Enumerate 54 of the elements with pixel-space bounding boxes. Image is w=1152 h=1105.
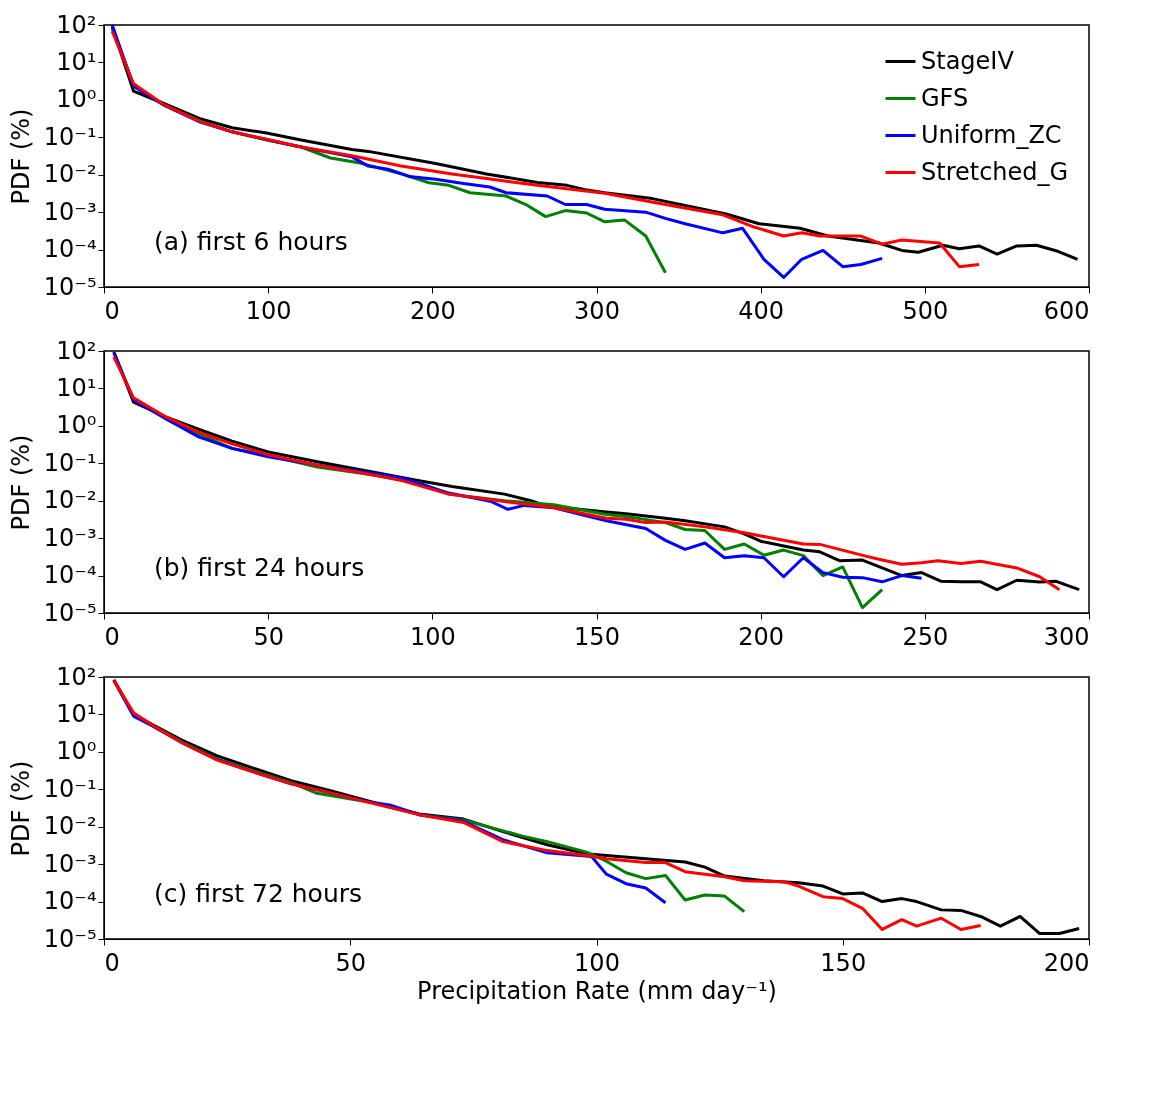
y-tick-label: 10¹ [56,699,97,728]
annotation: (b) first 24 hours [154,553,365,583]
y-tick-label: 10² [56,662,97,691]
legend-label: Uniform_ZC [921,120,1062,149]
y-tick-label: 10¹ [56,373,97,402]
y-tick-label: 10² [56,10,97,39]
y-tick-label: 10⁻³ [43,197,97,226]
x-tick-label: 200 [738,622,785,651]
y-tick-label: 10⁻¹ [43,122,97,151]
x-tick-label: 250 [902,622,949,651]
x-tick-label: 200 [1043,948,1090,977]
y-tick-label: 10⁻¹ [43,774,97,803]
y-tick-label: 10⁻⁵ [43,924,97,953]
x-tick-label: 0 [104,622,120,651]
x-tick-label: 600 [1043,296,1090,325]
x-tick-label: 100 [409,622,456,651]
y-tick-label: 10⁻³ [43,849,97,878]
x-tick-label: 100 [574,948,620,977]
y-tick-label: 10⁰ [56,411,97,440]
legend-label: Stretched_G [921,157,1069,186]
y-tick-label: 10² [56,336,97,365]
y-axis-title: PDF (%) [6,760,35,857]
annotation: (c) first 72 hours [154,879,363,909]
y-tick-label: 10⁰ [56,85,97,114]
x-tick-label: 0 [104,296,120,325]
y-tick-label: 10⁻² [43,486,97,515]
annotation: (a) first 6 hours [154,227,348,257]
y-tick-label: 10⁻¹ [43,448,97,477]
x-tick-label: 500 [902,296,949,325]
y-tick-label: 10¹ [56,47,97,76]
y-tick-label: 10⁻⁴ [43,235,97,264]
x-tick-label: 150 [574,622,620,651]
x-tick-label: 50 [253,622,284,651]
x-tick-label: 0 [104,948,120,977]
x-tick-label: 400 [738,296,785,325]
y-axis-title: PDF (%) [6,108,35,205]
x-tick-label: 100 [245,296,292,325]
x-tick-label: 200 [409,296,456,325]
legend-label: GFS [921,83,969,112]
y-tick-label: 10⁻² [43,812,97,841]
x-axis-title: Precipitation Rate (mm day⁻¹) [417,976,777,1005]
x-tick-label: 300 [1043,622,1090,651]
y-tick-label: 10⁻² [43,160,97,189]
x-tick-label: 300 [574,296,620,325]
y-tick-label: 10⁻³ [43,523,97,552]
legend-label: StageIV [921,46,1015,75]
y-tick-label: 10⁻⁵ [43,598,97,627]
y-tick-label: 10⁰ [56,737,97,766]
y-axis-title: PDF (%) [6,434,35,531]
y-tick-label: 10⁻⁴ [43,561,97,590]
x-tick-label: 50 [335,948,367,977]
y-tick-label: 10⁻⁴ [43,887,97,916]
y-tick-label: 10⁻⁵ [43,272,97,301]
x-tick-label: 150 [820,948,867,977]
